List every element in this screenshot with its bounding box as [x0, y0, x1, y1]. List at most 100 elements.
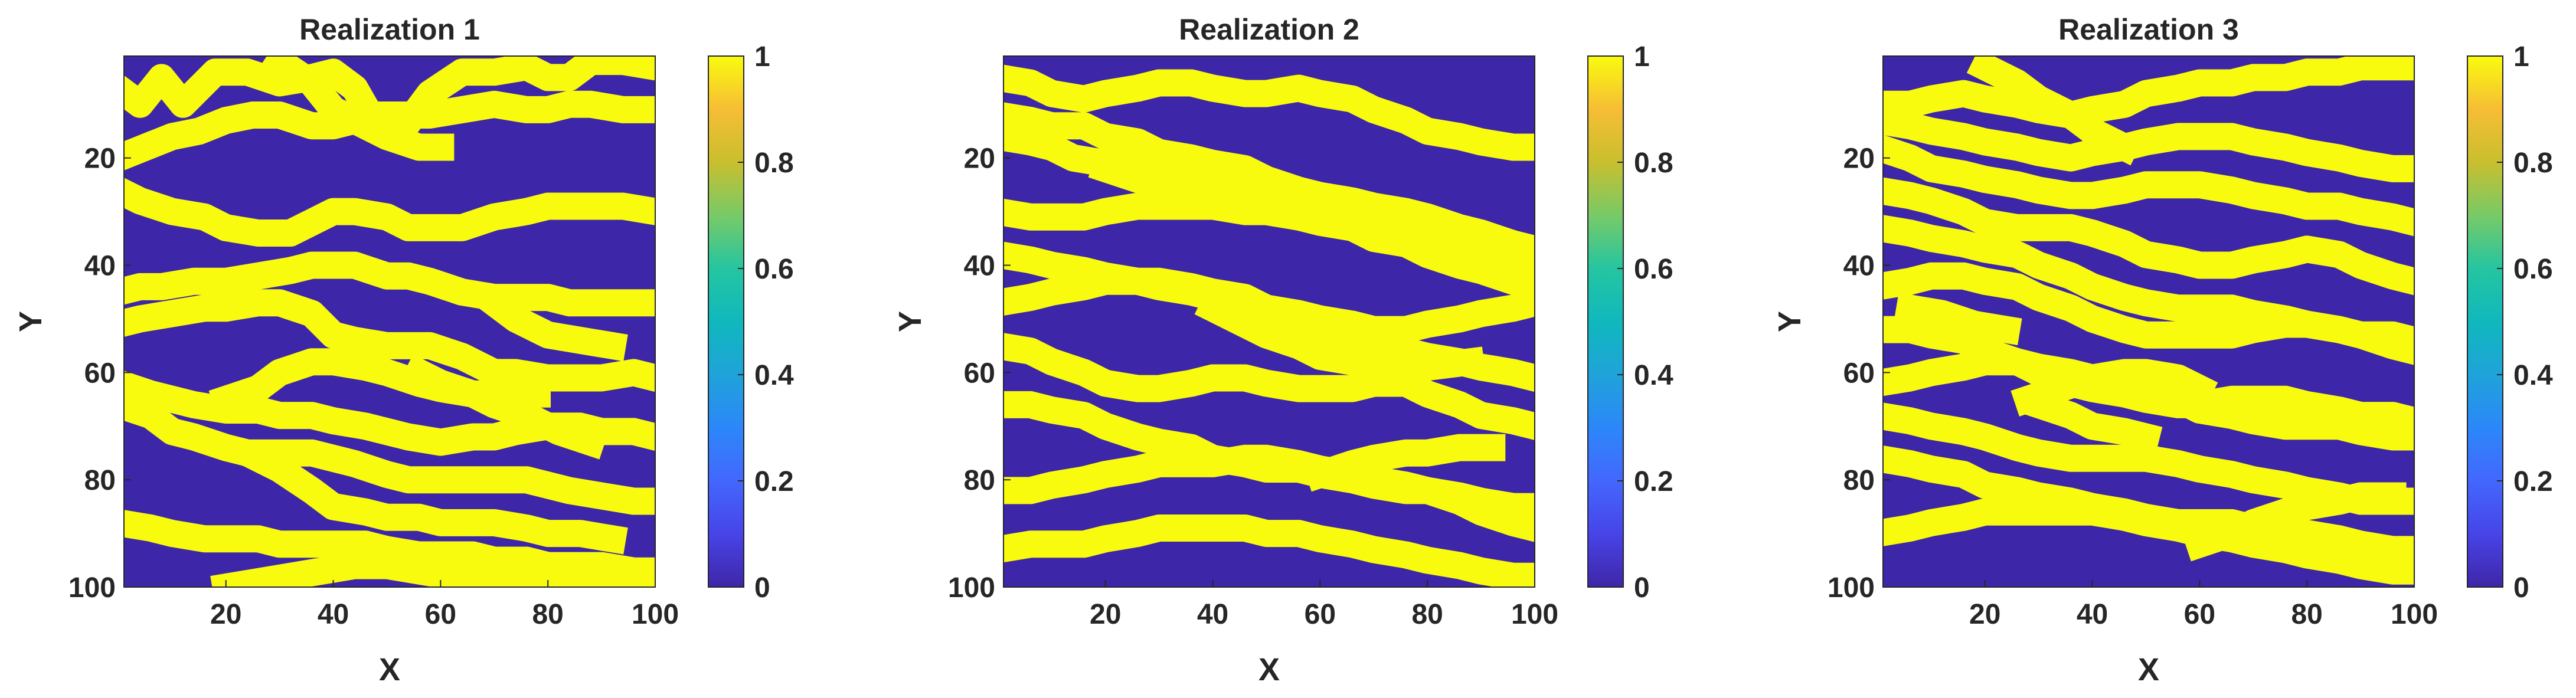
- x-tick-label: 20: [1969, 599, 2000, 630]
- channel-1: [1883, 56, 2414, 129]
- x-tick-label: 60: [1305, 599, 1336, 630]
- channel-3: [124, 178, 655, 247]
- colorbar-frame: [708, 55, 744, 588]
- y-axis-label: Y: [1772, 311, 1807, 332]
- y-tick-label: 100: [1828, 572, 1875, 604]
- channel-13: [401, 354, 608, 460]
- channel-12: [1966, 56, 2143, 166]
- y-tick-label: 100: [948, 572, 995, 604]
- colorbar: 0 0.2 0.4 0.6 0.8 1: [2467, 41, 2553, 604]
- channel-9: [1003, 444, 1535, 542]
- chart-title: Realization 3: [2058, 13, 2239, 46]
- channel-13: [1303, 434, 1506, 492]
- channel-5: [124, 289, 655, 392]
- colorbar-tick-label: 0.4: [754, 360, 794, 391]
- panel-realization-2: Realization 2 20 40 60 80 100 20 40 60 80 100 X Y…: [893, 13, 1673, 687]
- panel-realization-1: Realization 1 20 40 60 80 100 20 40 60 80 100 X Y…: [13, 13, 794, 687]
- axes: 20 40 60 80 100 20 40 60 80 100: [948, 55, 1558, 630]
- y-tick-label: 20: [1843, 143, 1875, 175]
- colorbar-tick-label: 0.4: [1634, 360, 1673, 391]
- channel-8: [124, 510, 655, 585]
- panel-realization-3: Realization 3 20 40 60 80 100 20 40 60 80 100 X Y…: [1772, 13, 2553, 687]
- channel-9: [210, 552, 655, 587]
- y-tick-label: 40: [964, 251, 995, 282]
- channel-7: [1003, 333, 1535, 441]
- colorbar-tick-label: 0.6: [1634, 254, 1673, 285]
- channel-11: [1883, 498, 2414, 585]
- y-tick-label: 60: [1843, 358, 1875, 389]
- colorbar: 0 0.2 0.4 0.6 0.8 1: [708, 41, 794, 604]
- heatmap-plot: [1003, 56, 1535, 587]
- x-tick-label: 100: [1511, 599, 1558, 630]
- channel-8: [1883, 348, 2414, 451]
- colorbar-tick-label: 0.8: [754, 148, 794, 179]
- colorbar-tick-label: 1: [2513, 41, 2529, 73]
- channel-11: [240, 440, 628, 555]
- colorbar-tick-label: 0: [2513, 572, 2529, 604]
- heatmap-plot: [1883, 56, 2414, 587]
- colorbar-tick-label: 0.4: [2513, 360, 2553, 391]
- channel-11: [1088, 151, 1368, 231]
- y-axis-label: Y: [13, 311, 48, 332]
- colorbar-gradient: [2467, 56, 2503, 587]
- colorbar-tick-label: 0.2: [1634, 466, 1673, 497]
- y-tick-label: 40: [84, 251, 116, 282]
- x-tick-label: 80: [532, 599, 563, 630]
- colorbar-tick-label: 0.8: [2513, 148, 2553, 179]
- channel-10: [1003, 515, 1535, 587]
- colorbar-tick-label: 0.6: [2513, 254, 2553, 285]
- colorbar-tick-label: 1: [754, 41, 770, 73]
- channel-1: [1003, 64, 1535, 161]
- x-tick-label: 20: [1090, 599, 1121, 630]
- x-tick-label: 20: [210, 599, 241, 630]
- y-tick-label: 80: [84, 465, 116, 496]
- y-tick-label: 60: [964, 358, 995, 389]
- x-tick-label: 40: [318, 599, 349, 630]
- colorbar-tick-label: 0.8: [1634, 148, 1673, 179]
- channel-4: [1883, 177, 2414, 296]
- channel-15: [2182, 482, 2407, 562]
- x-axis-label: X: [379, 652, 400, 687]
- channel-6: [1883, 262, 2414, 365]
- channel-13: [2011, 359, 2218, 417]
- colorbar-tick-label: 0: [1634, 572, 1650, 604]
- axes: 20 40 60 80 100 20 40 60 80 100: [68, 55, 679, 630]
- channel-3: [1883, 135, 2414, 237]
- y-tick-label: 20: [84, 143, 116, 175]
- y-tick-label: 100: [68, 572, 116, 604]
- axes-frame: [1003, 55, 1535, 588]
- chart-title: Realization 2: [1179, 13, 1359, 46]
- colorbar-tick-label: 0: [754, 572, 770, 604]
- axes-frame: [1882, 55, 2415, 588]
- x-tick-label: 80: [1411, 599, 1443, 630]
- channel-14: [2021, 387, 2163, 454]
- colorbar-tick-label: 0.2: [754, 466, 794, 497]
- y-tick-label: 60: [84, 358, 116, 389]
- channel-16: [1894, 292, 2022, 346]
- x-axis-label: X: [2138, 652, 2159, 687]
- x-tick-label: 40: [2077, 599, 2108, 630]
- colorbar-frame: [2467, 55, 2503, 588]
- heatmap-plot: [124, 56, 655, 587]
- axes: 20 40 60 80 100 20 40 60 80 100: [1828, 55, 2438, 630]
- x-tick-label: 100: [632, 599, 679, 630]
- y-axis-label: Y: [893, 311, 928, 332]
- chart-title: Realization 1: [299, 13, 480, 46]
- colorbar-frame: [1587, 55, 1624, 588]
- y-tick-label: 80: [964, 465, 995, 496]
- x-tick-label: 40: [1197, 599, 1228, 630]
- colorbar-tick-label: 0.6: [754, 254, 794, 285]
- colorbar: 0 0.2 0.4 0.6 0.8 1: [1587, 41, 1673, 604]
- channel-7: [124, 392, 655, 515]
- x-tick-label: 60: [2184, 599, 2215, 630]
- x-axis-label: X: [1258, 652, 1280, 687]
- channel-14: [475, 283, 628, 362]
- x-tick-label: 60: [425, 599, 456, 630]
- y-tick-label: 20: [964, 143, 995, 175]
- y-tick-label: 80: [1843, 465, 1875, 496]
- channel-2: [124, 90, 655, 171]
- y-tick-label: 40: [1843, 251, 1875, 282]
- channel-12: [260, 56, 455, 161]
- colorbar-tick-label: 1: [1634, 41, 1650, 73]
